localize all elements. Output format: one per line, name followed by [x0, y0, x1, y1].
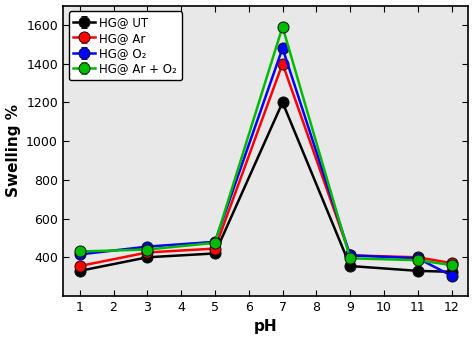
- X-axis label: pH: pH: [254, 320, 277, 335]
- Y-axis label: Swelling %: Swelling %: [6, 104, 20, 197]
- Legend: HG@ UT, HG@ Ar, HG@ O₂, HG@ Ar + O₂: HG@ UT, HG@ Ar, HG@ O₂, HG@ Ar + O₂: [69, 12, 182, 80]
